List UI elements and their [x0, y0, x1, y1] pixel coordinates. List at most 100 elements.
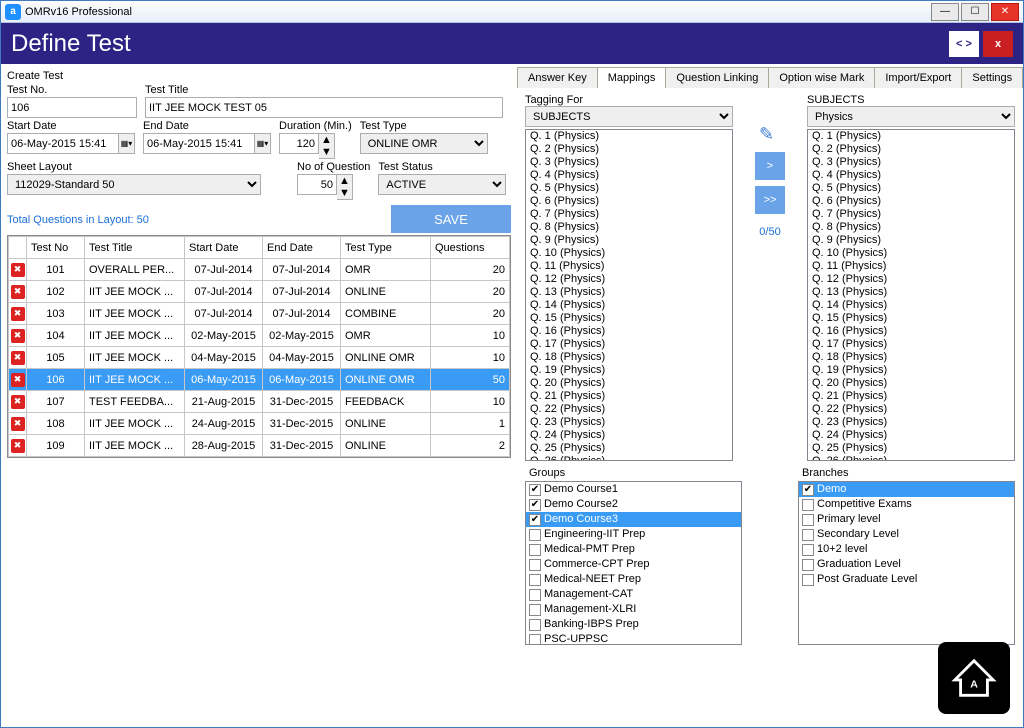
- list-item[interactable]: Q. 18 (Physics): [526, 351, 732, 364]
- checkbox-icon[interactable]: ✔: [529, 514, 541, 526]
- table-row[interactable]: ✖101OVERALL PER...07-Jul-201407-Jul-2014…: [9, 259, 510, 281]
- list-item[interactable]: Q. 25 (Physics): [526, 442, 732, 455]
- list-item[interactable]: Q. 7 (Physics): [808, 208, 1014, 221]
- list-item[interactable]: Post Graduate Level: [799, 572, 1014, 587]
- table-row[interactable]: ✖106IIT JEE MOCK ...06-May-201506-May-20…: [9, 369, 510, 391]
- list-item[interactable]: Q. 12 (Physics): [526, 273, 732, 286]
- tab-option-wise-mark[interactable]: Option wise Mark: [768, 67, 875, 88]
- list-item[interactable]: Secondary Level: [799, 527, 1014, 542]
- list-item[interactable]: Q. 10 (Physics): [808, 247, 1014, 260]
- list-item[interactable]: Q. 20 (Physics): [526, 377, 732, 390]
- checkbox-icon[interactable]: [802, 514, 814, 526]
- checkbox-icon[interactable]: [529, 574, 541, 586]
- list-item[interactable]: Q. 17 (Physics): [808, 338, 1014, 351]
- list-item[interactable]: Q. 3 (Physics): [526, 156, 732, 169]
- tab-settings[interactable]: Settings: [961, 67, 1023, 88]
- checkbox-icon[interactable]: [802, 529, 814, 541]
- list-item[interactable]: Q. 17 (Physics): [526, 338, 732, 351]
- list-item[interactable]: Q. 11 (Physics): [808, 260, 1014, 273]
- table-row[interactable]: ✖105IIT JEE MOCK ...04-May-201504-May-20…: [9, 347, 510, 369]
- tab-mappings[interactable]: Mappings: [597, 67, 667, 88]
- list-item[interactable]: Q. 21 (Physics): [526, 390, 732, 403]
- groups-list[interactable]: ✔Demo Course1✔Demo Course2✔Demo Course3E…: [525, 481, 742, 645]
- spin-up-icon[interactable]: ▲: [319, 134, 334, 146]
- checkbox-icon[interactable]: [529, 619, 541, 631]
- list-item[interactable]: Banking-IBPS Prep: [526, 617, 741, 632]
- checkbox-icon[interactable]: [529, 559, 541, 571]
- col-header[interactable]: Test Title: [85, 237, 185, 259]
- delete-icon[interactable]: ✖: [11, 263, 25, 277]
- table-row[interactable]: ✖103IIT JEE MOCK ...07-Jul-201407-Jul-20…: [9, 303, 510, 325]
- tab-answer-key[interactable]: Answer Key: [517, 67, 598, 88]
- list-item[interactable]: Q. 4 (Physics): [526, 169, 732, 182]
- spin-down-icon[interactable]: ▼: [319, 146, 334, 158]
- list-item[interactable]: Q. 14 (Physics): [526, 299, 732, 312]
- subjects-select[interactable]: Physics: [807, 106, 1015, 127]
- list-item[interactable]: Q. 18 (Physics): [808, 351, 1014, 364]
- list-item[interactable]: Q. 10 (Physics): [526, 247, 732, 260]
- checkbox-icon[interactable]: [802, 574, 814, 586]
- testtitle-input[interactable]: [145, 97, 503, 118]
- list-item[interactable]: Q. 9 (Physics): [808, 234, 1014, 247]
- delete-icon[interactable]: ✖: [11, 439, 25, 453]
- list-item[interactable]: Q. 25 (Physics): [808, 442, 1014, 455]
- checkbox-icon[interactable]: [529, 589, 541, 601]
- list-item[interactable]: Management-XLRI: [526, 602, 741, 617]
- calendar-icon[interactable]: ▦▾: [255, 133, 271, 154]
- enddate-input[interactable]: [143, 133, 255, 154]
- delete-icon[interactable]: ✖: [11, 351, 25, 365]
- list-item[interactable]: Q. 11 (Physics): [526, 260, 732, 273]
- col-header[interactable]: Questions: [431, 237, 510, 259]
- list-item[interactable]: Medical-PMT Prep: [526, 542, 741, 557]
- edit-icon[interactable]: ✎: [759, 124, 781, 146]
- list-item[interactable]: Primary level: [799, 512, 1014, 527]
- noq-input[interactable]: [297, 174, 337, 195]
- checkbox-icon[interactable]: [802, 544, 814, 556]
- spin-down-icon[interactable]: ▼: [337, 187, 352, 199]
- calendar-icon[interactable]: ▦▾: [119, 133, 135, 154]
- tab-question-linking[interactable]: Question Linking: [665, 67, 769, 88]
- list-item[interactable]: Q. 9 (Physics): [526, 234, 732, 247]
- tab-import/export[interactable]: Import/Export: [874, 67, 962, 88]
- taggingfor-select[interactable]: SUBJECTS: [525, 106, 733, 127]
- list-item[interactable]: Q. 12 (Physics): [808, 273, 1014, 286]
- checkbox-icon[interactable]: [529, 634, 541, 646]
- move-all-right-button[interactable]: >>: [755, 186, 785, 214]
- list-item[interactable]: 10+2 level: [799, 542, 1014, 557]
- list-item[interactable]: Q. 15 (Physics): [808, 312, 1014, 325]
- checkbox-icon[interactable]: [802, 559, 814, 571]
- list-item[interactable]: Q. 19 (Physics): [526, 364, 732, 377]
- save-button[interactable]: SAVE: [391, 205, 511, 233]
- list-item[interactable]: Engineering-IIT Prep: [526, 527, 741, 542]
- list-item[interactable]: ✔Demo Course2: [526, 497, 741, 512]
- list-item[interactable]: Q. 3 (Physics): [808, 156, 1014, 169]
- list-item[interactable]: Commerce-CPT Prep: [526, 557, 741, 572]
- list-item[interactable]: Q. 22 (Physics): [526, 403, 732, 416]
- maximize-button[interactable]: ☐: [961, 3, 989, 21]
- list-item[interactable]: Q. 13 (Physics): [808, 286, 1014, 299]
- startdate-input[interactable]: [7, 133, 119, 154]
- questions-listbox-left[interactable]: Q. 1 (Physics)Q. 2 (Physics)Q. 3 (Physic…: [525, 129, 733, 461]
- delete-icon[interactable]: ✖: [11, 307, 25, 321]
- list-item[interactable]: Q. 24 (Physics): [808, 429, 1014, 442]
- list-item[interactable]: Q. 19 (Physics): [808, 364, 1014, 377]
- branches-list[interactable]: ✔DemoCompetitive ExamsPrimary levelSecon…: [798, 481, 1015, 645]
- delete-icon[interactable]: ✖: [11, 373, 25, 387]
- testno-input[interactable]: [7, 97, 137, 118]
- list-item[interactable]: Q. 13 (Physics): [526, 286, 732, 299]
- list-item[interactable]: Q. 2 (Physics): [808, 143, 1014, 156]
- close-button[interactable]: ✕: [991, 3, 1019, 21]
- list-item[interactable]: Q. 22 (Physics): [808, 403, 1014, 416]
- table-row[interactable]: ✖107TEST FEEDBA...21-Aug-201531-Dec-2015…: [9, 391, 510, 413]
- delete-icon[interactable]: ✖: [11, 395, 25, 409]
- sheetlayout-select[interactable]: 112029-Standard 50: [7, 174, 261, 195]
- list-item[interactable]: Q. 8 (Physics): [526, 221, 732, 234]
- delete-icon[interactable]: ✖: [11, 329, 25, 343]
- status-select[interactable]: ACTIVE: [378, 174, 506, 195]
- delete-icon[interactable]: ✖: [11, 285, 25, 299]
- list-item[interactable]: Q. 6 (Physics): [808, 195, 1014, 208]
- col-header[interactable]: Test Type: [341, 237, 431, 259]
- nav-toggle-button[interactable]: < >: [949, 31, 979, 57]
- table-row[interactable]: ✖104IIT JEE MOCK ...02-May-201502-May-20…: [9, 325, 510, 347]
- list-item[interactable]: Competitive Exams: [799, 497, 1014, 512]
